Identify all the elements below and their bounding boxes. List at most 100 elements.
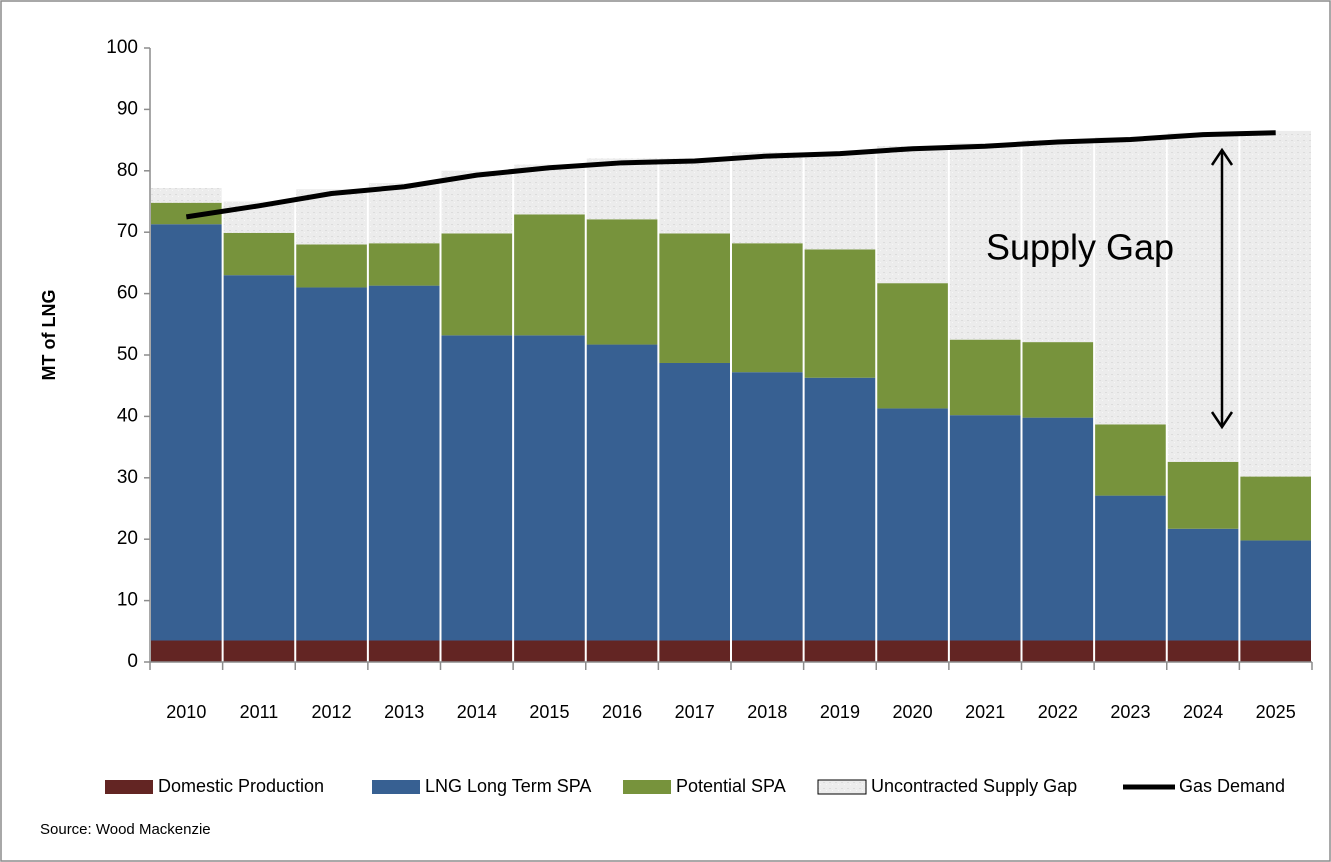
bar bbox=[949, 640, 1021, 662]
bar bbox=[223, 232, 295, 276]
bar bbox=[151, 224, 222, 641]
bar bbox=[586, 344, 658, 641]
bar bbox=[514, 214, 585, 336]
bar bbox=[877, 146, 948, 284]
x-tick-label: 2023 bbox=[1110, 702, 1150, 722]
bar bbox=[1167, 528, 1239, 641]
bar bbox=[368, 285, 440, 641]
legend-swatch bbox=[105, 780, 153, 794]
bar bbox=[732, 372, 803, 641]
bar bbox=[1095, 424, 1166, 496]
x-tick-label: 2019 bbox=[820, 702, 860, 722]
bar bbox=[586, 219, 658, 345]
bar bbox=[1022, 140, 1094, 343]
bar bbox=[368, 243, 440, 286]
bar bbox=[296, 640, 367, 662]
bar bbox=[1095, 137, 1166, 425]
bar bbox=[441, 335, 513, 641]
x-tick-label: 2012 bbox=[312, 702, 352, 722]
bar bbox=[877, 640, 948, 662]
x-tick-label: 2014 bbox=[457, 702, 497, 722]
bar bbox=[1240, 540, 1311, 641]
bar bbox=[659, 640, 730, 662]
bar bbox=[368, 640, 440, 662]
legend-label: Gas Demand bbox=[1179, 776, 1285, 796]
y-tick-label: 40 bbox=[117, 405, 138, 426]
bar bbox=[1240, 476, 1311, 541]
bar bbox=[1022, 640, 1094, 662]
bar bbox=[514, 640, 585, 662]
bar bbox=[1240, 130, 1311, 477]
legend-label: Uncontracted Supply Gap bbox=[871, 776, 1077, 796]
legend-swatch bbox=[372, 780, 420, 794]
bar bbox=[732, 243, 803, 373]
bar bbox=[659, 158, 730, 234]
y-tick-label: 50 bbox=[117, 344, 138, 365]
y-tick-label: 10 bbox=[117, 590, 138, 611]
bar bbox=[441, 640, 513, 662]
bar bbox=[514, 335, 585, 641]
x-tick-label: 2013 bbox=[384, 702, 424, 722]
annotation: Supply Gap bbox=[986, 227, 1174, 268]
bar bbox=[586, 640, 658, 662]
y-tick-label: 0 bbox=[127, 651, 138, 672]
bar bbox=[732, 640, 803, 662]
plot-area bbox=[144, 47, 1313, 670]
bar bbox=[151, 202, 222, 225]
bar bbox=[1022, 342, 1094, 418]
bar bbox=[1167, 640, 1239, 662]
bar bbox=[151, 640, 222, 662]
bar bbox=[949, 143, 1021, 340]
legend-swatch bbox=[817, 779, 867, 795]
source: Source: Wood Mackenzie bbox=[40, 821, 211, 838]
bar bbox=[223, 640, 295, 662]
bar bbox=[804, 152, 876, 250]
bar bbox=[949, 339, 1021, 416]
gap-arrow bbox=[1210, 147, 1234, 430]
bar bbox=[732, 152, 803, 244]
bar bbox=[1095, 640, 1166, 662]
y-tick-label: 20 bbox=[117, 528, 138, 549]
bar bbox=[1240, 640, 1311, 662]
x-tick-label: 2025 bbox=[1256, 702, 1296, 722]
bar bbox=[296, 287, 367, 641]
bar bbox=[586, 158, 658, 220]
x-tick-label: 2016 bbox=[602, 702, 642, 722]
legend-label: Potential SPA bbox=[676, 776, 786, 796]
x-tick-label: 2020 bbox=[893, 702, 933, 722]
legend-swatch bbox=[623, 780, 671, 794]
x-tick-label: 2017 bbox=[675, 702, 715, 722]
bar bbox=[296, 244, 367, 288]
bar bbox=[1167, 132, 1239, 462]
bar bbox=[877, 283, 948, 409]
bar bbox=[368, 183, 440, 244]
y-tick-label: 30 bbox=[117, 467, 138, 488]
y-axis-label: MT of LNG bbox=[39, 290, 59, 381]
x-tick-label: 2021 bbox=[965, 702, 1005, 722]
bar bbox=[804, 640, 876, 662]
x-tick-label: 2022 bbox=[1038, 702, 1078, 722]
x-tick-label: 2018 bbox=[747, 702, 787, 722]
bar bbox=[441, 233, 513, 336]
bar bbox=[514, 164, 585, 215]
bar bbox=[659, 362, 730, 641]
bar bbox=[1095, 495, 1166, 641]
bar bbox=[659, 233, 730, 363]
x-tick-label: 2011 bbox=[240, 702, 279, 722]
bar bbox=[151, 187, 222, 203]
y-tick-label: 60 bbox=[117, 283, 138, 304]
x-tick-label: 2024 bbox=[1183, 702, 1223, 722]
bar bbox=[223, 275, 295, 641]
bar bbox=[1022, 417, 1094, 641]
demand-line bbox=[185, 130, 1276, 220]
bar bbox=[804, 377, 876, 641]
legend-label: Domestic Production bbox=[158, 776, 324, 796]
x-tick-label: 2015 bbox=[529, 702, 569, 722]
x-tick-label: 2010 bbox=[166, 702, 206, 722]
bar bbox=[1167, 461, 1239, 529]
bar bbox=[877, 408, 948, 641]
y-tick-label: 70 bbox=[117, 221, 138, 242]
y-tick-label: 90 bbox=[117, 98, 138, 119]
bar bbox=[949, 415, 1021, 641]
